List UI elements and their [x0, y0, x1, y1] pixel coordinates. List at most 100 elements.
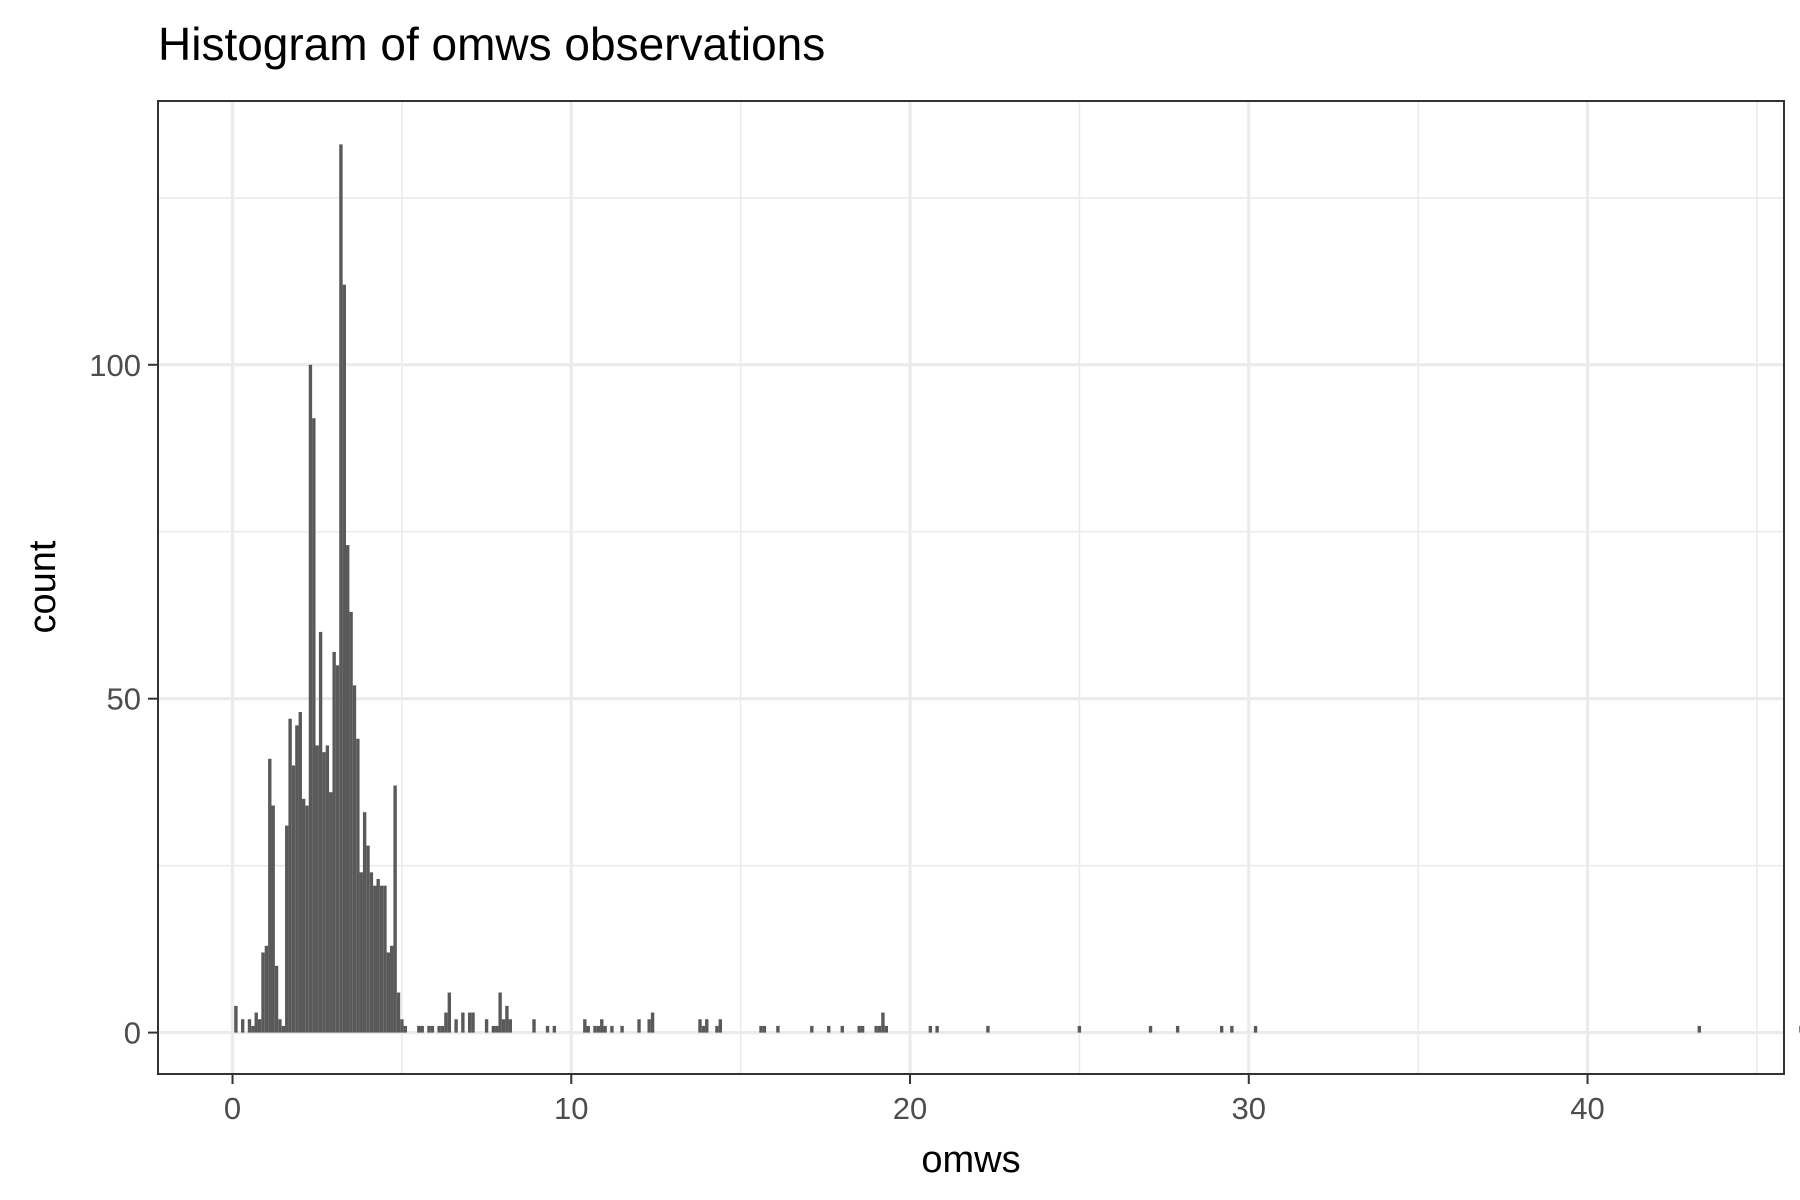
histogram-bar	[298, 712, 302, 1033]
histogram-bar	[647, 1019, 651, 1033]
histogram-bar	[386, 952, 391, 1033]
histogram-bar	[349, 611, 353, 1033]
histogram-bar	[268, 758, 272, 1033]
histogram-bar	[1077, 1025, 1082, 1033]
histogram-bar	[352, 685, 357, 1033]
y-tick-label: 50	[107, 682, 141, 717]
histogram-bar	[264, 945, 269, 1033]
histogram-bar	[762, 1025, 767, 1033]
histogram-bar	[430, 1025, 435, 1033]
histogram-bar	[586, 1025, 590, 1033]
histogram-bar	[271, 805, 275, 1033]
histogram-bar	[552, 1025, 557, 1033]
histogram-bar	[376, 878, 380, 1033]
histogram-bar	[274, 965, 279, 1033]
histogram-bar	[329, 792, 333, 1033]
histogram-bar	[346, 545, 350, 1033]
histogram-bar	[291, 765, 296, 1033]
histogram-bar	[874, 1025, 878, 1033]
histogram-bar	[484, 1019, 489, 1033]
histogram-bar	[285, 825, 289, 1033]
x-tick-label: 30	[1232, 1091, 1266, 1126]
histogram-bar	[281, 1025, 286, 1033]
histogram-bar	[369, 872, 374, 1033]
histogram-bar	[356, 738, 360, 1033]
histogram-bar	[240, 1019, 245, 1033]
histogram-bar	[454, 1019, 458, 1033]
histogram-bar	[698, 1019, 702, 1033]
grid-lines	[158, 101, 1784, 1074]
histogram-bar	[359, 872, 363, 1033]
histogram-bar	[342, 284, 347, 1033]
histogram-bar	[400, 1019, 404, 1033]
histogram-bar	[420, 1025, 424, 1033]
x-tick-label: 40	[1570, 1091, 1604, 1126]
histogram-bar	[583, 1019, 587, 1033]
histogram-bar	[498, 992, 502, 1033]
histogram-bar	[278, 1019, 282, 1033]
y-axis: 0 50 100	[89, 348, 158, 1051]
histogram-bar	[705, 1019, 709, 1033]
histogram-bar	[444, 1012, 448, 1033]
histogram-bar	[532, 1019, 536, 1033]
histogram-bar	[860, 1025, 865, 1033]
histogram-bar	[928, 1025, 933, 1033]
panel-border	[157, 100, 1785, 1075]
histogram-bar	[261, 952, 265, 1033]
histogram-bar	[335, 665, 340, 1033]
histogram-bar	[288, 718, 292, 1033]
x-tick-label: 10	[554, 1091, 588, 1126]
histogram-bar	[379, 885, 384, 1033]
histogram-bar	[1230, 1025, 1234, 1033]
histogram-bar	[447, 992, 452, 1033]
histogram-bar	[759, 1025, 763, 1033]
histogram-bar	[332, 651, 336, 1033]
histogram-bar	[417, 1025, 421, 1033]
histogram-bar	[247, 1019, 252, 1033]
histogram-bar	[505, 1005, 509, 1033]
histogram-bar	[701, 1025, 706, 1033]
histogram-bar	[366, 845, 370, 1033]
histogram-bar	[390, 945, 394, 1033]
histogram-bar	[322, 752, 326, 1033]
histogram-bar	[620, 1025, 624, 1033]
x-tick-label: 20	[893, 1091, 927, 1126]
histogram-bar	[308, 364, 313, 1033]
histogram-bar	[339, 144, 343, 1033]
histogram-bar	[1148, 1025, 1153, 1033]
x-axis-title: omws	[921, 1139, 1020, 1181]
histogram-bar	[501, 1019, 506, 1033]
histogram-bar	[637, 1019, 641, 1033]
y-axis-title: count	[22, 540, 64, 633]
histogram-bar	[776, 1025, 780, 1033]
histogram-bar	[1219, 1025, 1224, 1033]
histogram-bar	[471, 1012, 475, 1033]
x-tick-label: 0	[224, 1091, 241, 1126]
histogram-bar	[325, 745, 330, 1033]
histogram-bar	[393, 785, 397, 1033]
histogram-bar	[383, 885, 387, 1033]
histogram-bar	[600, 1019, 604, 1033]
histogram-bar	[305, 805, 309, 1033]
plot-panel	[157, 100, 1800, 1075]
histogram-bar	[312, 418, 316, 1033]
histogram-bar	[234, 1005, 238, 1033]
histogram-bar	[362, 812, 367, 1033]
histogram-bar	[257, 1019, 262, 1033]
y-tick-label: 100	[89, 348, 141, 383]
histogram-bar	[810, 1025, 814, 1033]
histogram-bar	[251, 1025, 255, 1033]
histogram-bar	[396, 992, 401, 1033]
chart-title: Histogram of omws observations	[158, 18, 825, 70]
histogram-bar	[301, 798, 306, 1033]
y-tick-label: 0	[124, 1016, 141, 1051]
histogram-bar	[315, 745, 319, 1033]
histogram-bar	[596, 1025, 601, 1033]
histogram-bars	[234, 144, 1800, 1033]
histogram-bar	[318, 631, 323, 1033]
histogram-bar	[440, 1025, 445, 1033]
histogram-bar	[373, 885, 377, 1033]
histogram-bar	[295, 725, 299, 1033]
histogram-bar	[857, 1025, 861, 1033]
